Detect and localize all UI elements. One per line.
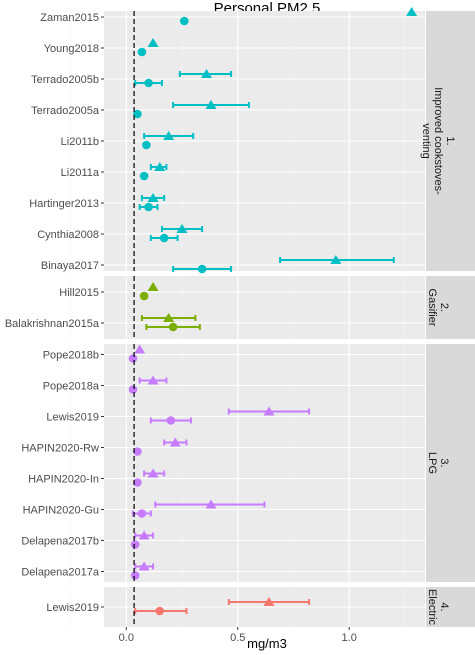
y-tick-label: Lewis2019 [46,602,99,614]
x-axis-label: mg/m3 [247,636,287,651]
y-tick-label: Hartinger2013 [29,198,99,210]
facet-strip-label: 3.LPG [426,452,450,474]
x-axis: 0.0 0.5 1.0 [119,627,357,644]
point-circle [144,78,153,88]
x-tick-label: 0.0 [119,632,134,644]
point-circle [133,447,142,456]
y-tick-label: Cynthia2008 [37,229,99,241]
point-circle [137,47,147,57]
point-triangle [138,561,150,571]
panel-background [104,276,425,339]
y-tick-label: HAPIN2020-Gu [23,505,99,517]
point-triangle [263,597,275,606]
point-triangle [138,530,150,540]
facet-strip [426,11,475,271]
point-circle [142,140,151,150]
x-tick-label: 1.0 [342,632,357,644]
point-circle [144,202,153,212]
point-circle [155,606,165,616]
point-circle [159,233,169,243]
y-tick-label: Binaya2017 [41,260,99,272]
point-triangle [147,375,159,385]
y-tick-label: Balakrishnan2015a [5,318,100,330]
y-tick-label: Li2011a [61,167,100,179]
point-circle [130,540,140,549]
facet-strip [426,344,475,582]
y-tick-label: HAPIN2020-In [28,474,99,486]
y-tick-label: Li2011b [61,136,99,148]
facet-strip [426,276,475,339]
facet-strip-label: 1.Improved cookstoves-venting [420,87,456,195]
point-triangle [147,468,159,478]
point-triangle [163,131,175,140]
y-tick-label: Delapena2017b [21,536,99,548]
point-triangle [147,282,159,291]
y-tick-label: Pope2018b [43,350,99,362]
point-triangle [263,406,275,416]
point-circle [197,264,207,274]
y-tick-label: Hill2015 [59,287,99,299]
point-circle [133,109,142,119]
panels: Zaman2015 Young2018 Terrado2005b Terrado200… [5,7,475,627]
point-triangle [134,344,146,354]
facet-strip-label: 4.Electric [426,589,450,626]
point-triangle [147,38,159,47]
point-triangle [163,313,175,322]
point-triangle [169,437,181,447]
point-circle [133,478,142,487]
point-circle [128,385,138,394]
point-circle [139,171,149,181]
y-tick-label: Lewis2019 [46,412,99,424]
point-triangle [147,193,159,202]
point-circle [166,416,176,425]
point-triangle [205,100,217,109]
point-circle [137,509,147,518]
point-circle [128,354,138,363]
point-circle [139,291,149,301]
point-circle [168,322,178,332]
y-tick-label: Terrado2005b [31,74,99,86]
point-triangle [201,69,213,78]
point-circle [130,571,140,580]
panel-4: Lewis2019 4.Electric [46,587,475,627]
facet-strip-label: 2.Gasifier [426,289,450,327]
x-tick-label: 0.5 [230,632,245,644]
point-circle [179,16,189,26]
panel-1: Zaman2015 Young2018 Terrado2005b Terrado200… [29,7,475,274]
y-tick-label: HAPIN2020-Rw [21,443,99,455]
y-tick-label: Young2018 [44,43,99,55]
facet-strip [426,587,475,627]
y-tick-label: Zaman2015 [40,12,99,24]
point-triangle [406,7,418,16]
point-triangle [154,162,166,171]
y-tick-label: Terrado2005a [31,105,100,117]
y-tick-label: Delapena2017a [21,567,100,579]
panel-3: Pope2018b Pope2018a Lewis2019 HAPIN2020-Rw H… [21,344,475,582]
point-triangle [176,224,188,233]
y-tick-label: Pope2018a [43,381,100,393]
point-triangle [330,255,342,264]
point-triangle [205,499,217,509]
panel-2: Hill2015 Balakrishnan2015a 2.Gasifier [5,276,475,339]
